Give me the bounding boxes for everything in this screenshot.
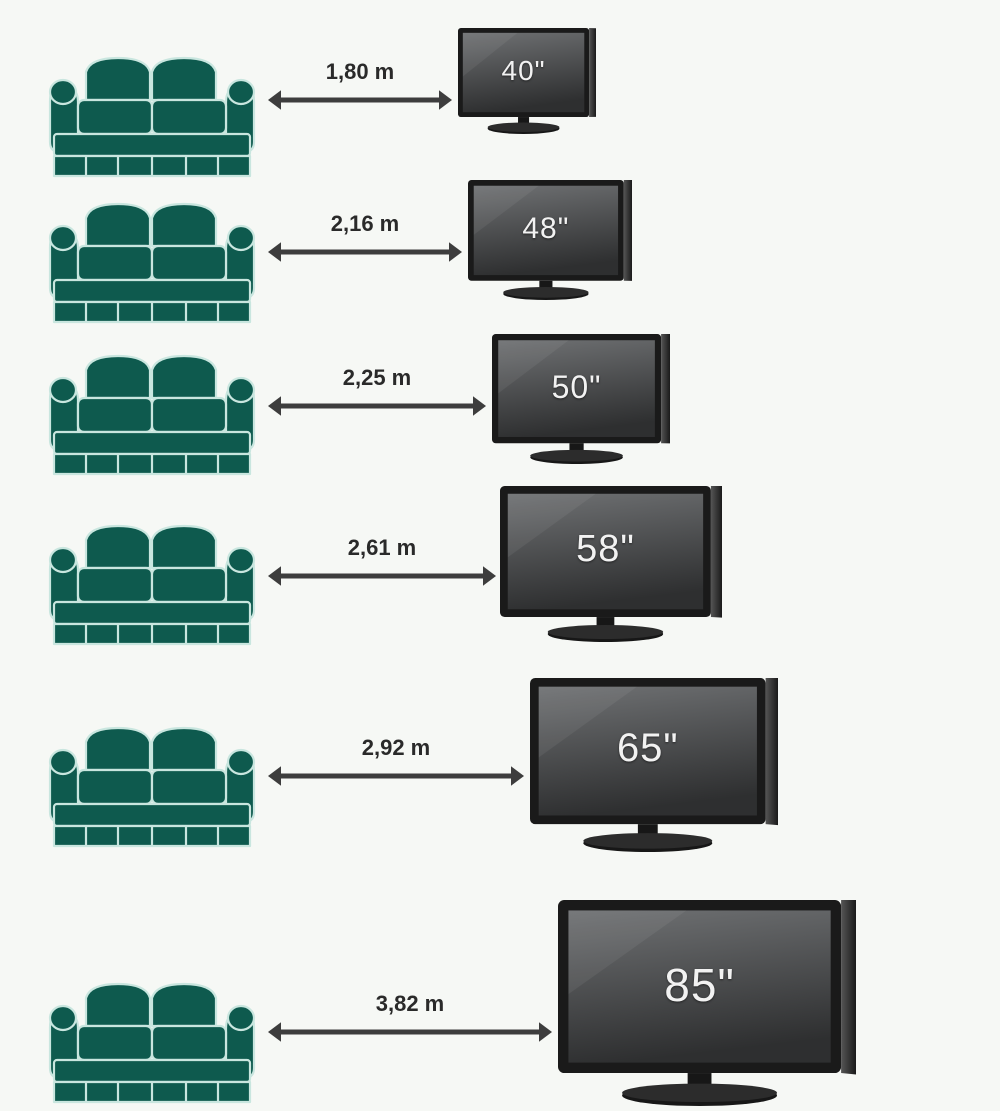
distance-label: 2,92 m xyxy=(268,735,524,761)
sofa-icon xyxy=(48,54,256,180)
distance-arrow-icon xyxy=(268,762,524,795)
distance-row: 2,25 m 50" xyxy=(0,334,1000,464)
tv-size-label: 85" xyxy=(558,958,841,1012)
sofa-icon xyxy=(48,980,256,1106)
distance-row: 2,61 m 58" xyxy=(0,486,1000,642)
tv-size-label: 65" xyxy=(530,726,766,771)
distance-arrow-icon xyxy=(268,238,462,271)
sofa-icon xyxy=(48,724,256,850)
tv-size-label: 48" xyxy=(468,212,624,246)
sofa-icon xyxy=(48,352,256,478)
distance-row: 1,80 m 40" xyxy=(0,28,1000,154)
tv-size-label: 50" xyxy=(492,369,661,406)
distance-row: 2,16 m 48" xyxy=(0,180,1000,306)
distance-label: 2,25 m xyxy=(268,365,486,391)
distance-arrow-icon xyxy=(268,1018,552,1051)
distance-arrow-icon xyxy=(268,86,452,119)
sofa-icon xyxy=(48,522,256,648)
tv-size-label: 40" xyxy=(458,55,589,87)
distance-arrow-icon xyxy=(268,562,496,595)
tv-distance-infographic: 1,80 m 40" xyxy=(0,0,1000,1111)
distance-label: 2,16 m xyxy=(268,211,462,237)
distance-row: 3,82 m 85" xyxy=(0,900,1000,1106)
tv-size-label: 58" xyxy=(500,528,711,571)
sofa-icon xyxy=(48,200,256,326)
distance-row: 2,92 m 65" xyxy=(0,678,1000,852)
distance-arrow-icon xyxy=(268,392,486,425)
distance-label: 3,82 m xyxy=(268,991,552,1017)
distance-label: 2,61 m xyxy=(268,535,496,561)
distance-label: 1,80 m xyxy=(268,59,452,85)
